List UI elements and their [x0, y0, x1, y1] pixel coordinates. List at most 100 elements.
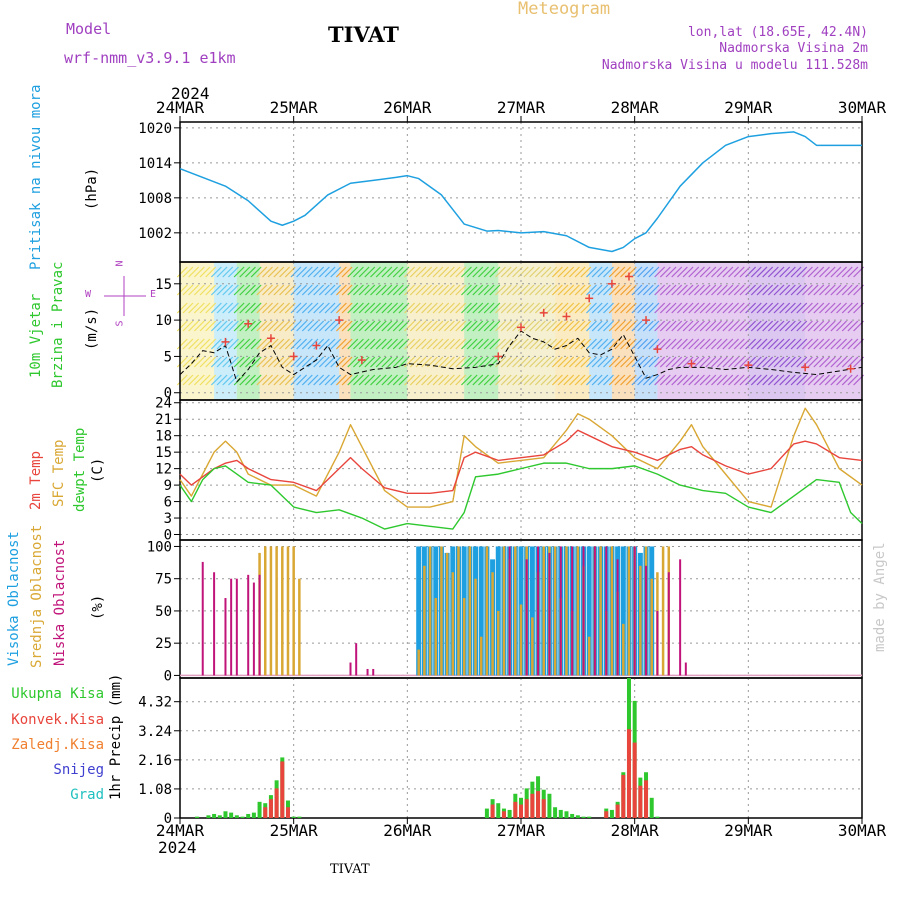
wind-barb	[682, 266, 694, 278]
wind-barb	[796, 374, 808, 386]
clouds-ytick-label: 50	[155, 604, 172, 620]
cloud-bar-mid	[531, 617, 534, 676]
wind-barb	[506, 338, 518, 350]
wind-barb	[313, 320, 325, 332]
precip-bar-total	[575, 815, 580, 818]
wind-barb	[676, 284, 688, 296]
wind-barb	[296, 356, 308, 368]
temperature-ytick-label: 0	[164, 528, 172, 544]
wind-barb	[199, 338, 211, 350]
wind-barb	[347, 320, 359, 332]
wind-barb	[563, 302, 575, 314]
wind-barb	[273, 266, 285, 278]
wind-barb	[227, 302, 239, 314]
wind-barb	[802, 338, 813, 350]
wind-barb	[750, 356, 762, 368]
wind-barb	[659, 320, 671, 332]
wind-barb	[250, 302, 262, 314]
wind-barb	[563, 356, 575, 368]
x-tick-label-bottom: 26MAR	[383, 821, 432, 840]
wind-barb	[762, 374, 774, 386]
wind-barb	[580, 374, 592, 386]
wind-barb	[500, 266, 512, 278]
wind-barb	[324, 320, 336, 332]
wind-barb	[199, 284, 211, 296]
wind-barb	[216, 356, 228, 368]
wind-barb	[722, 266, 734, 278]
wind-barb	[455, 284, 467, 296]
wind-barb	[216, 266, 228, 278]
wind-barb	[699, 284, 711, 296]
wind-barb	[296, 374, 308, 386]
wind-barb	[318, 320, 330, 332]
wind-barb	[779, 284, 791, 296]
wind-barb	[461, 320, 472, 332]
wind-barb	[199, 356, 211, 368]
wind-barb	[659, 284, 671, 296]
wind-barb	[500, 338, 512, 350]
cloud-bar-low	[679, 559, 682, 676]
wind-barb	[796, 356, 808, 368]
wind-barb	[279, 302, 290, 314]
wind-barb	[784, 374, 796, 386]
wind-barb	[182, 374, 194, 386]
wind-barb	[574, 374, 586, 386]
wind-barb	[182, 320, 194, 332]
wind-barb	[756, 320, 768, 332]
wind-barb	[279, 338, 290, 350]
wind-barb	[586, 266, 597, 278]
wind-barb	[802, 284, 813, 296]
wind-barb	[807, 374, 819, 386]
wind-barb	[313, 338, 325, 350]
x-tick-label-bottom: 25MAR	[270, 821, 319, 840]
wind-barb	[364, 302, 376, 314]
precip-bar-convective	[280, 761, 285, 818]
wind-barb	[358, 266, 370, 278]
wind-barb	[642, 356, 654, 368]
wind-barb	[353, 266, 364, 278]
wind-barb	[301, 356, 313, 368]
wind-barb	[438, 356, 450, 368]
wind-barb	[449, 320, 461, 332]
wind-barb	[495, 356, 506, 368]
wind-barb	[483, 356, 495, 368]
wind-barb	[568, 320, 580, 332]
precip-bar-convective	[274, 788, 279, 818]
wind-barb	[597, 284, 609, 296]
wind-barb	[426, 302, 438, 314]
wind-barb	[779, 266, 791, 278]
wind-barb	[699, 320, 711, 332]
wind-barb	[586, 356, 597, 368]
wind-barb	[648, 302, 660, 314]
wind-barb	[256, 320, 268, 332]
wind-barb	[603, 356, 614, 368]
wind-barb	[614, 338, 626, 350]
wind-barb	[728, 284, 739, 296]
wind-barb	[563, 284, 575, 296]
precip-bar-total	[257, 801, 262, 818]
wind-barb	[341, 320, 353, 332]
wind-barb	[227, 284, 239, 296]
wind-barb	[449, 302, 461, 314]
precip-bar-total	[581, 816, 586, 818]
precip-ytick-label: 2.16	[138, 753, 172, 769]
wind-barb	[176, 284, 188, 296]
wind-barb	[523, 266, 535, 278]
wind-barb	[767, 284, 779, 296]
wind-barb	[745, 284, 757, 296]
cloud-bar-high	[416, 546, 422, 676]
cloud-bar-mid	[502, 546, 506, 676]
wind-barb	[665, 374, 677, 386]
wind-barb	[574, 302, 586, 314]
wind-barb	[563, 266, 575, 278]
wind-barb	[330, 266, 342, 278]
wind-barb	[500, 356, 512, 368]
wind-barb	[375, 374, 387, 386]
x-tick-label-bottom: 24MAR	[156, 821, 205, 840]
wind-barb	[392, 302, 404, 314]
wind-barb	[290, 374, 302, 386]
wind-barb	[665, 320, 677, 332]
wind-barb	[574, 356, 586, 368]
wind-barb	[716, 374, 728, 386]
wind-barb	[551, 284, 563, 296]
